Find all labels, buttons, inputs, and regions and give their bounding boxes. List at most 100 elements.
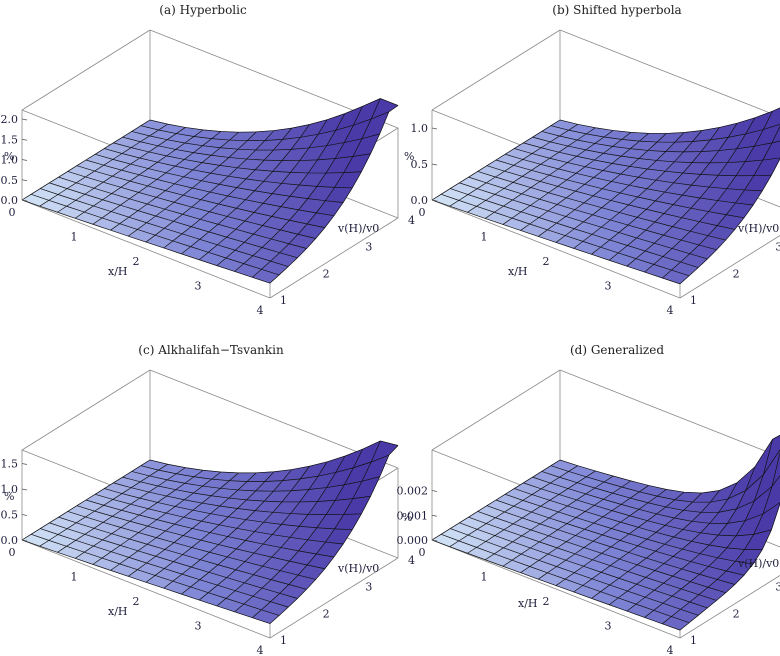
- y-axis-label: v(H)/v0: [337, 562, 379, 575]
- mesh-line: [85, 499, 335, 558]
- z-tick-label: 2.0: [1, 113, 19, 126]
- y-tick-label: 3: [365, 241, 372, 254]
- z-tick-label: 0.0: [1, 194, 19, 207]
- z-tick-mark: [21, 514, 28, 516]
- x-ticks: 0 1 2 3 4: [9, 546, 264, 656]
- z-tick-label: 0.001: [397, 509, 429, 522]
- mesh-line: [486, 505, 735, 585]
- y-axis-label: v(H)/v0: [337, 222, 379, 235]
- mesh-line: [49, 522, 298, 599]
- z-tick-mark: [21, 179, 28, 182]
- z-tick-label: 0.5: [411, 158, 429, 171]
- box-edge: [559, 369, 780, 458]
- mesh-line: [58, 516, 307, 590]
- box-edge: [679, 575, 780, 639]
- y-tick-label: 2: [323, 607, 330, 620]
- z-axis-label: %: [4, 490, 14, 503]
- mesh-line: [550, 123, 780, 143]
- y-tick-label: 1: [280, 634, 287, 647]
- z-tick-mark: [431, 163, 438, 166]
- panel-b: (b) Shifted hyperbola 0.00.51.0 % 01234 …: [404, 3, 780, 317]
- y-tick-label: 2: [323, 267, 330, 280]
- x-tick-label: 2: [133, 255, 140, 268]
- box-edge: [431, 369, 561, 451]
- z-axis-label: %: [404, 150, 414, 163]
- y-tick-label: 1: [280, 294, 287, 307]
- y-tick-label: 3: [775, 241, 780, 254]
- z-axis-label: %: [402, 511, 412, 524]
- x-tick-label: 1: [481, 231, 488, 244]
- x-tick-label: 0: [419, 206, 426, 219]
- surface: [21, 440, 399, 624]
- box-edge: [21, 199, 271, 299]
- box-edge: [679, 235, 780, 299]
- box-edge: [21, 29, 151, 111]
- mesh-line: [95, 493, 344, 545]
- mesh-line: [523, 482, 772, 537]
- x-axis-label: x/H: [518, 597, 538, 610]
- mesh-line: [76, 505, 325, 570]
- z-tick-label: 0.5: [1, 509, 19, 522]
- mesh-line: [76, 165, 325, 228]
- box-edge: [559, 29, 780, 118]
- mesh-line: [514, 488, 763, 550]
- mesh-line: [131, 131, 380, 151]
- mesh-line: [514, 148, 763, 192]
- z-tick-label: 1.0: [1, 154, 19, 167]
- mesh-line: [468, 516, 717, 601]
- mesh-line: [523, 142, 772, 177]
- mesh-line: [40, 188, 289, 267]
- mesh-line: [122, 476, 371, 503]
- mesh-line: [85, 159, 335, 217]
- mesh-line: [149, 98, 399, 133]
- panel-title: (a) Hyperbolic: [159, 3, 247, 17]
- y-axis-label: v(H)/v0: [737, 222, 779, 235]
- y-tick-label: 2: [733, 607, 740, 620]
- x-tick-label: 2: [543, 595, 550, 608]
- mesh-line: [140, 454, 389, 482]
- mesh-line: [495, 159, 745, 219]
- mesh-line: [49, 182, 298, 259]
- mesh-line: [21, 539, 271, 624]
- mesh-line: [450, 528, 699, 616]
- mesh-line: [31, 533, 280, 616]
- z-tick-label: 0.0: [1, 534, 19, 547]
- z-ticks: 0.0 0.5 1.0: [411, 122, 438, 207]
- mesh-line: [459, 182, 708, 260]
- z-tick-label: 0.0: [411, 194, 429, 207]
- mesh-line: [541, 471, 780, 513]
- x-tick-label: 1: [481, 571, 488, 584]
- y-tick-label: 2: [733, 267, 740, 280]
- z-tick-label: 0.002: [397, 485, 429, 498]
- mesh-line: [441, 533, 690, 624]
- x-axis-label: x/H: [508, 265, 528, 278]
- x-tick-label: 0: [9, 546, 16, 559]
- z-ticks: 0.000 0.001 0.002: [397, 485, 438, 547]
- box-edge: [431, 29, 561, 111]
- z-ticks: 0.0 0.5 1.0 1.5: [1, 458, 28, 547]
- mesh-line: [550, 449, 780, 503]
- y-tick-label: 4: [408, 554, 415, 567]
- z-tick-mark: [431, 199, 438, 202]
- x-tick-label: 4: [257, 644, 264, 656]
- box-edge: [269, 557, 399, 639]
- x-tick-label: 0: [9, 206, 16, 219]
- box-edge: [431, 199, 681, 299]
- mesh-line: [149, 440, 399, 474]
- mesh-line: [559, 107, 780, 134]
- x-tick-label: 2: [543, 255, 550, 268]
- mesh-line: [459, 522, 708, 609]
- z-axis-label: %: [4, 150, 14, 163]
- mesh-line: [477, 171, 726, 241]
- x-ticks: 0 1 2 3 4: [419, 546, 674, 656]
- z-tick-mark: [431, 514, 438, 517]
- box-edge: [431, 539, 681, 639]
- mesh-line: [113, 482, 362, 516]
- z-tick-mark: [21, 463, 28, 465]
- x-axis-label: x/H: [108, 605, 128, 618]
